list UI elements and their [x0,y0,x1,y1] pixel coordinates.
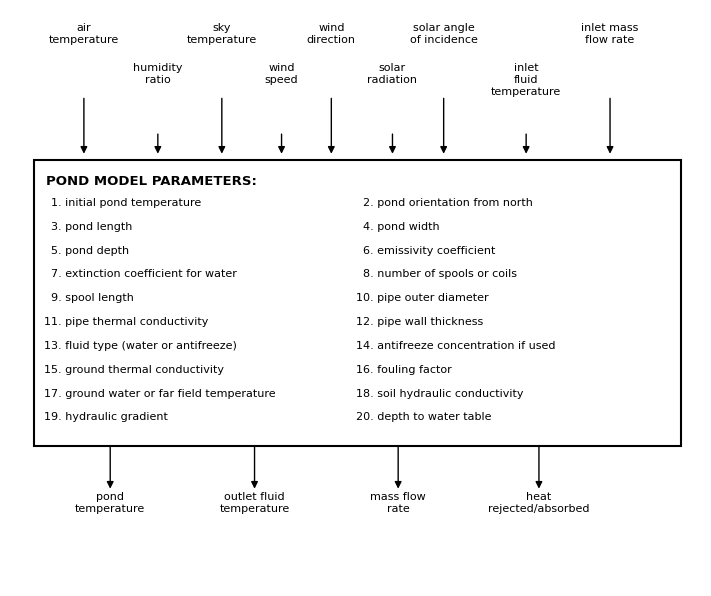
Text: sky
temperature: sky temperature [187,23,257,45]
Text: 4. pond width: 4. pond width [356,222,439,232]
Text: heat
rejected/absorbed: heat rejected/absorbed [488,492,589,514]
Text: 20. depth to water table: 20. depth to water table [356,412,491,423]
Text: 5. pond depth: 5. pond depth [44,246,129,256]
Text: solar
radiation: solar radiation [368,63,417,85]
Text: air
temperature: air temperature [49,23,119,45]
Text: outlet fluid
temperature: outlet fluid temperature [220,492,289,514]
Text: inlet
fluid
temperature: inlet fluid temperature [491,63,561,97]
Text: 9. spool length: 9. spool length [44,293,134,303]
Text: 16. fouling factor: 16. fouling factor [356,365,451,375]
Text: 14. antifreeze concentration if used: 14. antifreeze concentration if used [356,341,555,351]
Text: 13. fluid type (water or antifreeze): 13. fluid type (water or antifreeze) [44,341,237,351]
Text: 19. hydraulic gradient: 19. hydraulic gradient [44,412,168,423]
Bar [34,160,681,446]
Text: 8. number of spools or coils: 8. number of spools or coils [356,269,516,280]
Text: 10. pipe outer diameter: 10. pipe outer diameter [356,293,488,303]
Text: 12. pipe wall thickness: 12. pipe wall thickness [356,317,483,327]
Text: 6. emissivity coefficient: 6. emissivity coefficient [356,246,495,256]
Text: 7. extinction coefficient for water: 7. extinction coefficient for water [44,269,237,280]
Text: 15. ground thermal conductivity: 15. ground thermal conductivity [44,365,224,375]
Text: wind
direction: wind direction [307,23,356,45]
Text: humidity
ratio: humidity ratio [133,63,183,85]
Text: 3. pond length: 3. pond length [44,222,132,232]
Text: 2. pond orientation from north: 2. pond orientation from north [356,198,533,208]
Text: 18. soil hydraulic conductivity: 18. soil hydraulic conductivity [356,389,523,399]
Text: 1. initial pond temperature: 1. initial pond temperature [44,198,201,208]
Text: 11. pipe thermal conductivity: 11. pipe thermal conductivity [44,317,208,327]
Text: solar angle
of incidence: solar angle of incidence [410,23,478,45]
Text: 17. ground water or far field temperature: 17. ground water or far field temperatur… [44,389,276,399]
Text: pond
temperature: pond temperature [75,492,145,514]
Text: POND MODEL PARAMETERS:: POND MODEL PARAMETERS: [46,175,257,188]
Text: inlet mass
flow rate: inlet mass flow rate [582,23,638,45]
Text: mass flow
rate: mass flow rate [370,492,426,514]
Text: wind
speed: wind speed [264,63,299,85]
